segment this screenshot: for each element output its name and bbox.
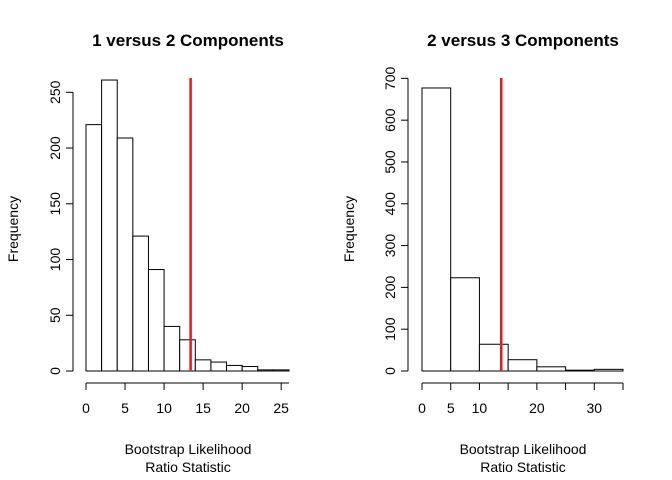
histogram-bar bbox=[85, 124, 103, 372]
y-axis-label: Frequency bbox=[5, 196, 21, 262]
x-tick-label: 20 bbox=[529, 400, 545, 416]
x-tick-label: 5 bbox=[447, 400, 455, 416]
histogram-bar bbox=[507, 359, 538, 372]
x-axis-label-line1: Bootstrap Likelihood bbox=[460, 441, 587, 457]
bars-group bbox=[421, 87, 624, 372]
y-tick-label: 0 bbox=[382, 367, 398, 375]
chart-title: 1 versus 2 Components bbox=[92, 31, 284, 50]
x-tick-label: 5 bbox=[121, 400, 129, 416]
histogram-bar bbox=[593, 368, 624, 372]
x-tick-label: 15 bbox=[195, 400, 211, 416]
y-tick-label: 500 bbox=[382, 150, 398, 174]
x-tick-label: 10 bbox=[472, 400, 488, 416]
x-axis-label-line2: Ratio Statistic bbox=[480, 459, 566, 475]
histogram-bar bbox=[147, 269, 165, 372]
histogram-bar bbox=[257, 369, 274, 372]
y-tick-label: 0 bbox=[47, 367, 63, 375]
histogram-bar bbox=[101, 79, 118, 372]
y-tick-label: 700 bbox=[382, 66, 398, 90]
x-axis-label-line2: Ratio Statistic bbox=[145, 459, 231, 475]
x-axis-label-line1: Bootstrap Likelihood bbox=[125, 441, 252, 457]
panel-1-versus-2: 1 versus 2 Components Frequency Bootstra… bbox=[5, 31, 290, 475]
y-tick-label: 100 bbox=[382, 317, 398, 341]
x-tick-label: 0 bbox=[82, 400, 90, 416]
histogram-bar bbox=[163, 325, 181, 372]
x-tick-label: 0 bbox=[418, 400, 426, 416]
y-tick-label: 600 bbox=[382, 108, 398, 132]
histogram-bar bbox=[565, 369, 595, 372]
histogram-bar bbox=[132, 235, 149, 372]
y-axis-label: Frequency bbox=[341, 196, 357, 262]
histogram-bar bbox=[478, 343, 509, 372]
y-tick-label: 300 bbox=[382, 234, 398, 258]
y-tick-label: 100 bbox=[47, 248, 63, 272]
histogram-bar bbox=[421, 87, 452, 372]
y-tick-label: 200 bbox=[382, 275, 398, 299]
histogram-bar bbox=[241, 366, 259, 372]
histogram-bar bbox=[194, 359, 212, 372]
histogram-bar bbox=[272, 369, 290, 372]
y-tick-label: 50 bbox=[47, 307, 63, 323]
y-tick-label: 400 bbox=[382, 192, 398, 216]
panel-2-versus-3: 2 versus 3 Components Frequency Bootstra… bbox=[341, 31, 624, 475]
x-tick-label: 25 bbox=[273, 400, 289, 416]
histogram-bar bbox=[536, 366, 567, 372]
histogram-bar bbox=[450, 277, 480, 372]
x-tick-label: 10 bbox=[156, 400, 172, 416]
y-tick-label: 200 bbox=[47, 136, 63, 160]
histogram-bar bbox=[116, 137, 134, 372]
x-tick-label: 20 bbox=[234, 400, 250, 416]
chart-title: 2 versus 3 Components bbox=[427, 31, 619, 50]
y-tick-label: 150 bbox=[47, 192, 63, 216]
histogram-bar bbox=[210, 361, 228, 372]
x-tick-label: 30 bbox=[586, 400, 602, 416]
histogram-bar bbox=[179, 339, 196, 372]
y-tick-label: 250 bbox=[47, 80, 63, 104]
histogram-bar bbox=[226, 364, 243, 372]
bars-group bbox=[85, 79, 290, 372]
